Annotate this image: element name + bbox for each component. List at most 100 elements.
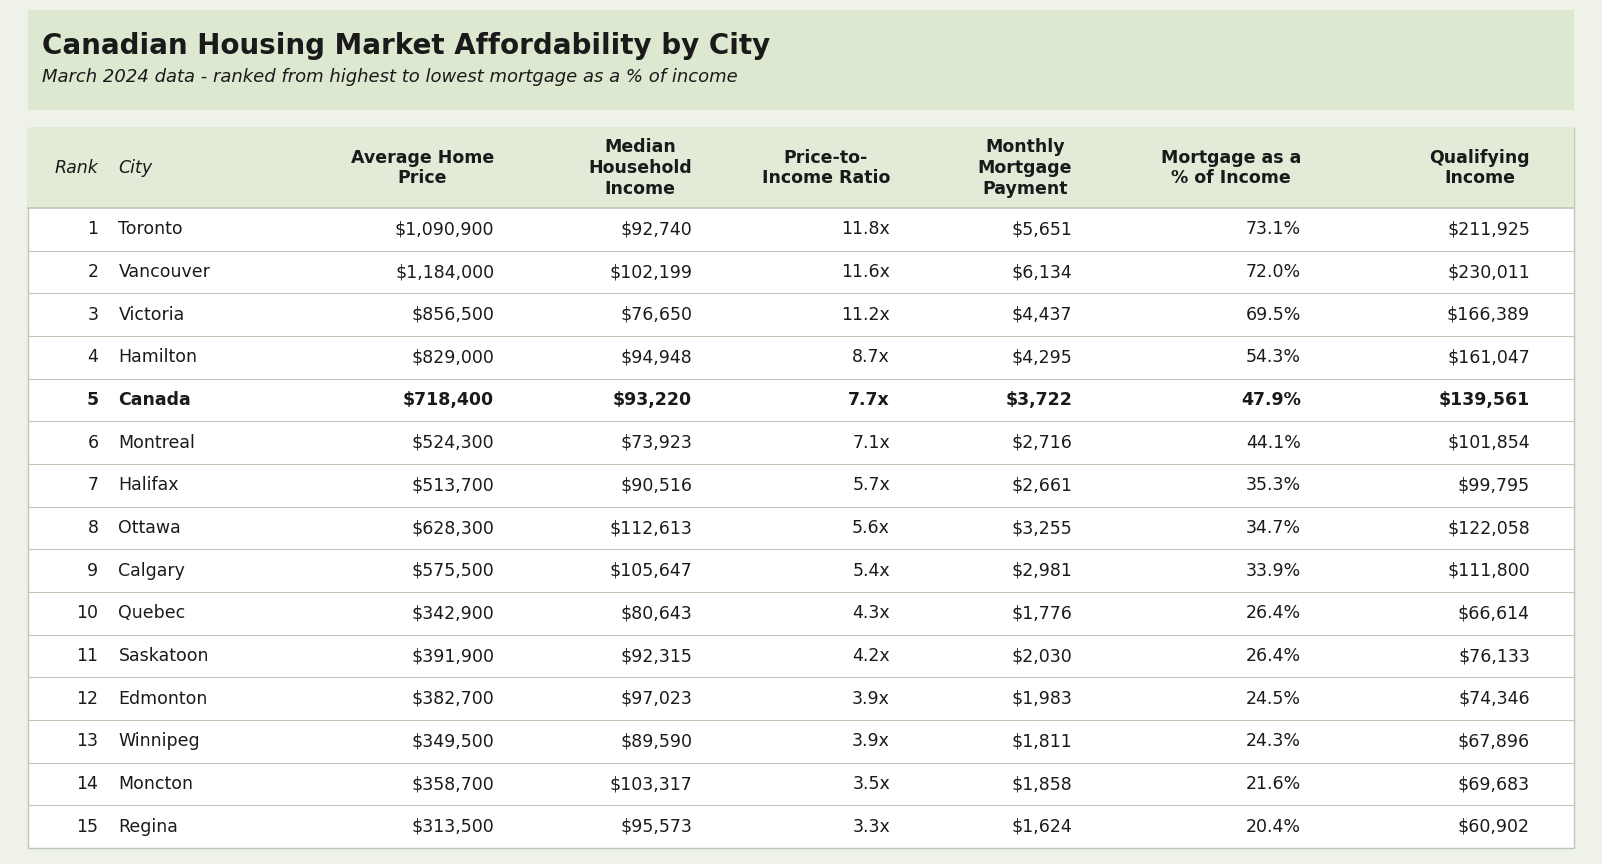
Text: $1,858: $1,858 xyxy=(1011,775,1072,793)
Text: 44.1%: 44.1% xyxy=(1246,434,1301,452)
Text: 2: 2 xyxy=(88,263,98,281)
Text: $66,614: $66,614 xyxy=(1458,604,1530,622)
Text: $76,650: $76,650 xyxy=(620,306,692,324)
Text: Rank: Rank xyxy=(54,159,98,177)
Text: $3,255: $3,255 xyxy=(1011,519,1072,537)
Text: Regina: Regina xyxy=(119,817,178,835)
Text: 3.9x: 3.9x xyxy=(852,733,891,750)
Text: $4,437: $4,437 xyxy=(1012,306,1072,324)
Text: $93,220: $93,220 xyxy=(614,391,692,409)
Text: 7.7x: 7.7x xyxy=(847,391,891,409)
Text: $382,700: $382,700 xyxy=(412,689,493,708)
Text: $6,134: $6,134 xyxy=(1011,263,1072,281)
Text: 11.8x: 11.8x xyxy=(841,220,891,238)
Text: $103,317: $103,317 xyxy=(609,775,692,793)
Text: Canada: Canada xyxy=(119,391,191,409)
Text: $76,133: $76,133 xyxy=(1458,647,1530,665)
Text: 14: 14 xyxy=(77,775,98,793)
Text: $105,647: $105,647 xyxy=(609,562,692,580)
Text: $575,500: $575,500 xyxy=(412,562,493,580)
Text: Vancouver: Vancouver xyxy=(119,263,210,281)
Text: Median
Household
Income: Median Household Income xyxy=(588,138,692,198)
Text: Saskatoon: Saskatoon xyxy=(119,647,208,665)
Text: $2,716: $2,716 xyxy=(1011,434,1072,452)
Text: $101,854: $101,854 xyxy=(1447,434,1530,452)
Text: $313,500: $313,500 xyxy=(412,817,493,835)
Text: 3.5x: 3.5x xyxy=(852,775,891,793)
Text: 11: 11 xyxy=(77,647,98,665)
Text: 3.3x: 3.3x xyxy=(852,817,891,835)
Text: $4,295: $4,295 xyxy=(1011,348,1072,366)
Text: Average Home
Price: Average Home Price xyxy=(351,149,493,187)
Text: $161,047: $161,047 xyxy=(1447,348,1530,366)
Text: 12: 12 xyxy=(77,689,98,708)
Text: $69,683: $69,683 xyxy=(1458,775,1530,793)
Text: 69.5%: 69.5% xyxy=(1246,306,1301,324)
Text: 9: 9 xyxy=(87,562,98,580)
Text: 47.9%: 47.9% xyxy=(1242,391,1301,409)
Text: Ottawa: Ottawa xyxy=(119,519,181,537)
Text: $391,900: $391,900 xyxy=(412,647,493,665)
Text: $111,800: $111,800 xyxy=(1447,562,1530,580)
Text: Toronto: Toronto xyxy=(119,220,183,238)
Text: $829,000: $829,000 xyxy=(412,348,493,366)
Text: Monthly
Mortgage
Payment: Monthly Mortgage Payment xyxy=(977,138,1072,198)
Text: $95,573: $95,573 xyxy=(620,817,692,835)
Text: 5.6x: 5.6x xyxy=(852,519,891,537)
Text: 7.1x: 7.1x xyxy=(852,434,891,452)
Text: 73.1%: 73.1% xyxy=(1246,220,1301,238)
FancyBboxPatch shape xyxy=(27,10,1575,110)
Text: $73,923: $73,923 xyxy=(620,434,692,452)
Text: $3,722: $3,722 xyxy=(1006,391,1072,409)
Text: $230,011: $230,011 xyxy=(1447,263,1530,281)
Text: Halifax: Halifax xyxy=(119,476,179,494)
Text: 8: 8 xyxy=(88,519,98,537)
Text: $2,661: $2,661 xyxy=(1011,476,1072,494)
Text: 6: 6 xyxy=(87,434,98,452)
Text: 5.7x: 5.7x xyxy=(852,476,891,494)
Text: $524,300: $524,300 xyxy=(412,434,493,452)
Text: $97,023: $97,023 xyxy=(620,689,692,708)
Text: $122,058: $122,058 xyxy=(1447,519,1530,537)
Text: Calgary: Calgary xyxy=(119,562,186,580)
Text: $628,300: $628,300 xyxy=(412,519,493,537)
Text: $90,516: $90,516 xyxy=(620,476,692,494)
Text: $2,030: $2,030 xyxy=(1011,647,1072,665)
Text: $89,590: $89,590 xyxy=(620,733,692,750)
Text: 5.4x: 5.4x xyxy=(852,562,891,580)
Text: $349,500: $349,500 xyxy=(412,733,493,750)
Text: $342,900: $342,900 xyxy=(412,604,493,622)
Text: March 2024 data - ranked from highest to lowest mortgage as a % of income: March 2024 data - ranked from highest to… xyxy=(42,68,739,86)
Text: Montreal: Montreal xyxy=(119,434,195,452)
Text: Price-to-
Income Ratio: Price-to- Income Ratio xyxy=(761,149,891,187)
Text: $1,184,000: $1,184,000 xyxy=(396,263,493,281)
Text: Quebec: Quebec xyxy=(119,604,186,622)
Text: Canadian Housing Market Affordability by City: Canadian Housing Market Affordability by… xyxy=(42,32,771,60)
Text: $102,199: $102,199 xyxy=(609,263,692,281)
Text: 26.4%: 26.4% xyxy=(1246,604,1301,622)
Text: 1: 1 xyxy=(88,220,98,238)
Text: $5,651: $5,651 xyxy=(1011,220,1072,238)
Text: 33.9%: 33.9% xyxy=(1246,562,1301,580)
Text: $60,902: $60,902 xyxy=(1458,817,1530,835)
Text: $92,315: $92,315 xyxy=(620,647,692,665)
Text: $1,090,900: $1,090,900 xyxy=(394,220,493,238)
Text: 35.3%: 35.3% xyxy=(1246,476,1301,494)
Text: 20.4%: 20.4% xyxy=(1246,817,1301,835)
Text: $74,346: $74,346 xyxy=(1458,689,1530,708)
Text: 4.2x: 4.2x xyxy=(852,647,891,665)
Text: Mortgage as a
% of Income: Mortgage as a % of Income xyxy=(1161,149,1301,187)
Text: Moncton: Moncton xyxy=(119,775,194,793)
Text: $166,389: $166,389 xyxy=(1447,306,1530,324)
Text: Hamilton: Hamilton xyxy=(119,348,197,366)
Text: 3: 3 xyxy=(88,306,98,324)
Text: $1,776: $1,776 xyxy=(1011,604,1072,622)
Text: 5: 5 xyxy=(87,391,98,409)
Text: $94,948: $94,948 xyxy=(620,348,692,366)
Text: 15: 15 xyxy=(77,817,98,835)
Text: 21.6%: 21.6% xyxy=(1246,775,1301,793)
Text: $358,700: $358,700 xyxy=(412,775,493,793)
Text: Victoria: Victoria xyxy=(119,306,184,324)
Text: $513,700: $513,700 xyxy=(412,476,493,494)
Text: $2,981: $2,981 xyxy=(1011,562,1072,580)
